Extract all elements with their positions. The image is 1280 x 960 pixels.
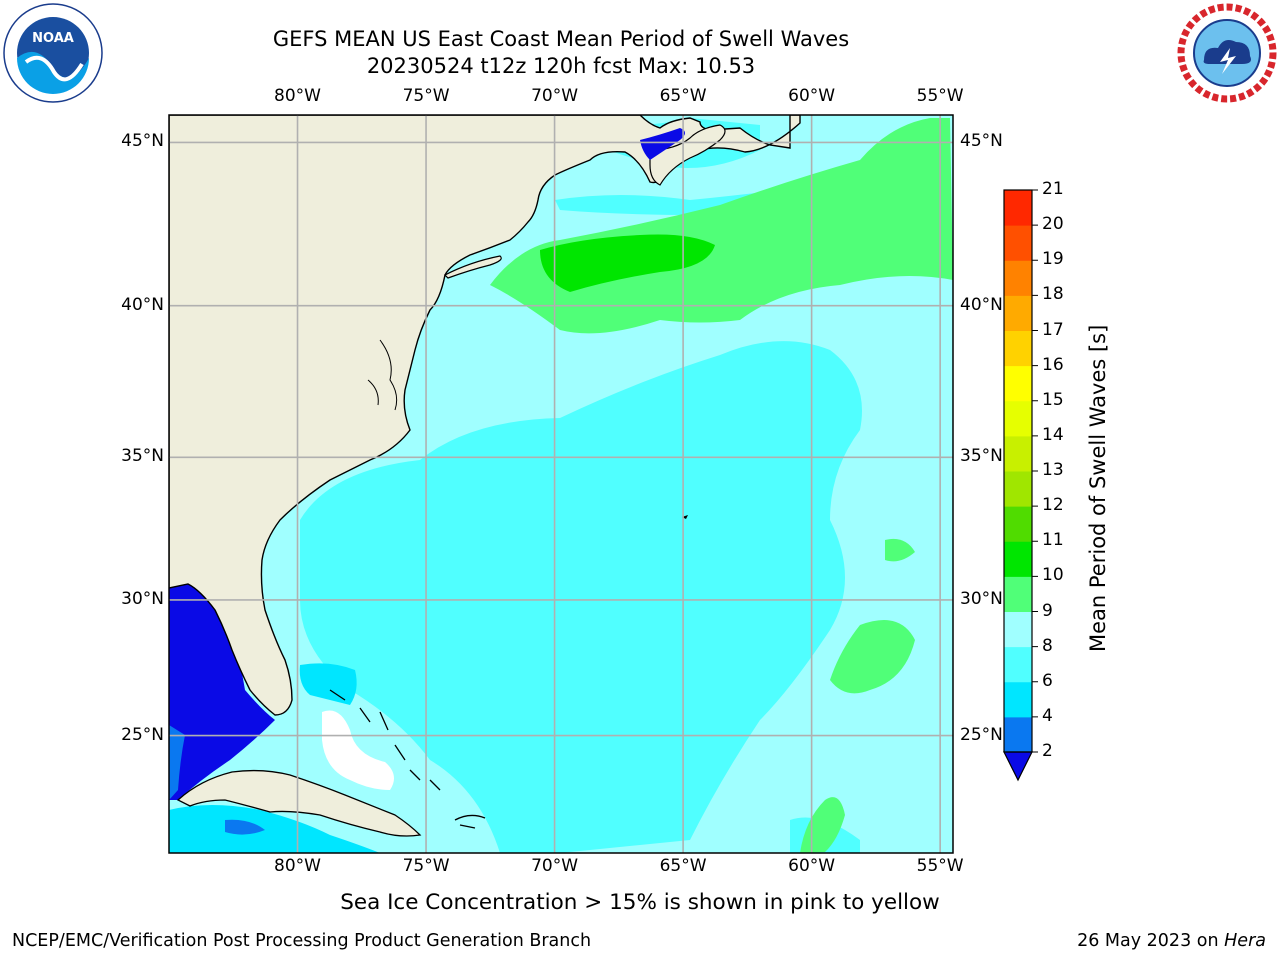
plot-area	[169, 115, 953, 853]
longitude-label: 60°W	[788, 86, 836, 106]
colorbar-title: Mean Period of Swell Waves [s]	[1086, 324, 1110, 652]
colorbar-tick-label: 21	[1042, 179, 1064, 199]
colorbar	[1003, 189, 1038, 782]
latitude-label: 25°N	[121, 724, 164, 745]
footer-host: Hera	[1224, 931, 1266, 951]
colorbar-segment	[1004, 506, 1032, 542]
colorbar-segment	[1004, 576, 1032, 612]
colorbar-tick-label: 9	[1042, 600, 1053, 621]
ocean-field-6-8-caribbean	[169, 805, 380, 853]
latitude-label: 45°N	[960, 131, 1003, 152]
ocean-field-4-6-caribbean	[225, 819, 265, 835]
land-bahamas-islands	[329, 689, 441, 791]
bay-of-fundy-field	[640, 128, 685, 160]
colorbar-tick-label: 2	[1042, 741, 1053, 761]
colorbar-tick-label: 19	[1042, 249, 1064, 270]
latitude-label: 25°N	[960, 724, 1003, 745]
longitude-label: 65°W	[659, 86, 707, 106]
latitude-label: 35°N	[960, 446, 1003, 467]
ocean-field-4-6	[169, 725, 185, 800]
gridlines	[169, 115, 953, 853]
longitude-label: 55°W	[916, 856, 964, 876]
longitude-label: 75°W	[402, 86, 450, 106]
latitude-label: 35°N	[121, 446, 164, 467]
colorbar-segment	[1004, 190, 1032, 226]
colorbar-tick-label: 8	[1042, 635, 1053, 656]
longitude-label: 55°W	[916, 86, 964, 106]
colorbar-tick-label: 11	[1042, 530, 1064, 551]
chesapeake-bay	[367, 339, 398, 411]
map-title: GEFS MEAN US East Coast Mean Period of S…	[272, 27, 850, 51]
colorbar-tick-label: 17	[1042, 319, 1064, 340]
colorbar-tick-label: 10	[1042, 565, 1064, 586]
colorbar-tick-label: 12	[1042, 495, 1064, 516]
longitude-label: 80°W	[274, 86, 321, 106]
map-subtitle: 20230524 t12z 120h fcst Max: 10.53	[366, 54, 756, 78]
colorbar-tick-label: 4	[1042, 705, 1053, 726]
latitude-label: 30°N	[121, 588, 164, 609]
noaa-logo-text: NOAA	[32, 31, 74, 46]
colorbar-segment	[1004, 611, 1032, 648]
land-nova-scotia	[649, 124, 726, 186]
colorbar-tick-label: 20	[1042, 214, 1064, 235]
latitude-label: 30°N	[960, 588, 1003, 609]
land-bermuda	[682, 515, 688, 519]
footer-date-text: 26 May 2023 on	[1077, 931, 1225, 951]
sea-ice-caption: Sea Ice Concentration > 15% is shown in …	[340, 890, 940, 915]
land-north-america	[169, 115, 801, 716]
ocean-field-9-10	[885, 538, 915, 562]
map-frame	[168, 114, 954, 854]
land-hispaniola	[454, 814, 486, 829]
colorbar-segment	[1004, 471, 1032, 507]
colorbar-tick-label: 14	[1042, 424, 1064, 445]
colorbar-segment	[1004, 435, 1032, 472]
ocean-field-9-10	[830, 620, 915, 694]
colorbar-segment	[1004, 646, 1032, 683]
colorbar-segment	[1004, 365, 1032, 402]
latitude-label: 40°N	[960, 294, 1003, 315]
noaa-logo: NOAA	[3, 3, 103, 103]
longitude-label: 65°W	[659, 856, 707, 876]
latitude-label: 40°N	[121, 294, 164, 315]
colorbar-segment	[1004, 330, 1032, 367]
land-cuba	[176, 769, 422, 837]
colorbar-segment	[1004, 295, 1032, 331]
colorbar-segment	[1004, 541, 1032, 577]
colorbar-tick-label: 15	[1042, 389, 1064, 410]
colorbar-segment	[1004, 681, 1032, 718]
ocean-field-2-4	[169, 582, 275, 800]
longitude-label: 70°W	[531, 86, 579, 106]
bahamas-shelf	[299, 663, 357, 705]
land-long-island	[443, 255, 502, 279]
colorbar-segment	[1004, 716, 1032, 753]
footer-date: 26 May 2023 on Hera	[1077, 931, 1266, 951]
colorbar-under-arrow	[1003, 751, 1033, 782]
colorbar-tick-label: 16	[1042, 354, 1064, 375]
longitude-label: 75°W	[402, 856, 450, 876]
nws-logo	[1177, 3, 1277, 103]
longitude-label: 60°W	[788, 856, 836, 876]
colorbar-tick-label: 18	[1042, 284, 1064, 305]
latitude-label: 45°N	[121, 131, 164, 152]
colorbar-tick-label: 6	[1042, 670, 1053, 691]
footer-producer: NCEP/EMC/Verification Post Processing Pr…	[12, 931, 592, 951]
longitude-label: 70°W	[531, 856, 579, 876]
colorbar-tick-label: 13	[1042, 460, 1064, 480]
bahamas-bank	[322, 710, 394, 790]
ocean-field-6-8	[300, 341, 862, 853]
colorbar-segment	[1004, 225, 1032, 261]
longitude-label: 80°W	[274, 856, 321, 876]
colorbar-segment	[1004, 260, 1032, 296]
colorbar-segment	[1004, 400, 1032, 437]
ocean-field-10-11	[540, 234, 715, 292]
